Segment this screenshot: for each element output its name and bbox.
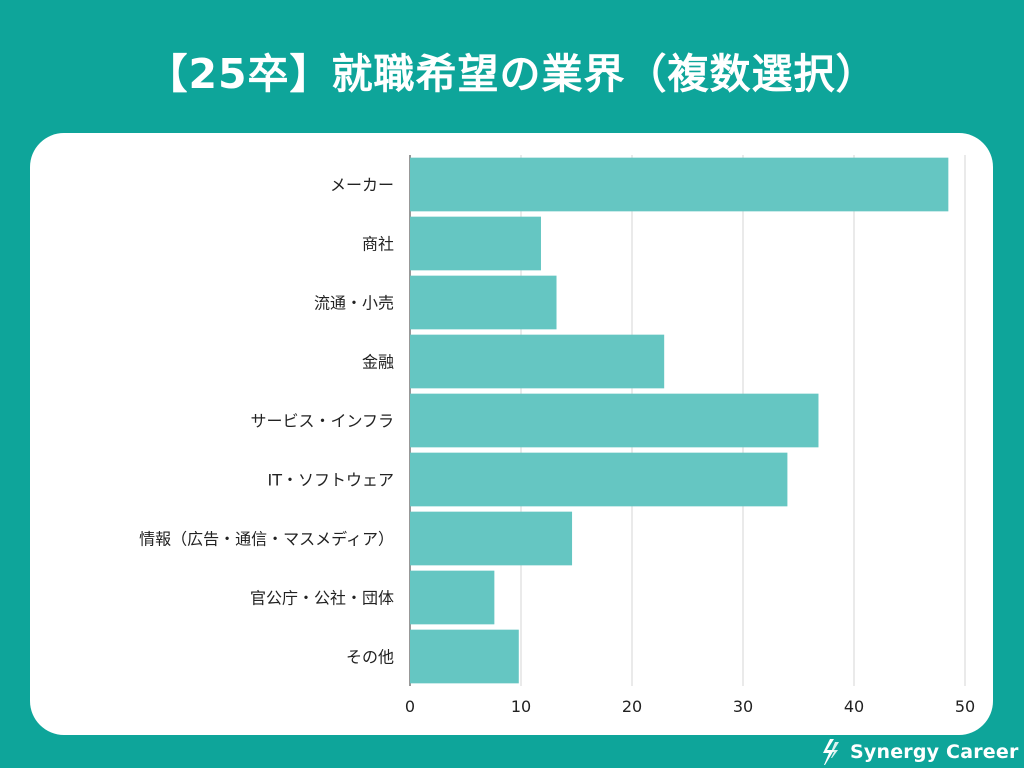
bar-3 [410,334,665,389]
category-label: その他 [346,648,394,667]
synergy-logo-icon [823,739,839,765]
x-tick-label: 30 [733,697,753,716]
category-label: メーカー [330,176,394,195]
category-label: 情報（広告・通信・マスメディア） [139,530,394,549]
chart-title: 【25卒】就職希望の業界（複数選択） [146,50,878,98]
x-tick-label: 0 [405,697,415,716]
category-label: 金融 [362,353,394,372]
x-tick-labels: 0 10 20 30 40 50 [405,697,975,716]
category-label: 官公庁・公社・団体 [250,589,394,608]
x-tick-label: 50 [955,697,975,716]
x-tick-label: 10 [511,697,531,716]
brand-name: Synergy Career [850,741,1019,763]
category-label: 流通・小売 [314,294,394,313]
bars [410,157,949,684]
bar-1 [410,216,541,271]
bar-0 [410,157,949,212]
category-label: サービス・インフラ [250,412,394,431]
category-label: 商社 [362,235,394,254]
category-label: IT・ソフトウェア [268,471,395,490]
bar-8 [410,629,519,684]
bar-2 [410,275,557,330]
x-tick-label: 20 [622,697,642,716]
bar-4 [410,393,819,448]
x-tick-label: 40 [844,697,864,716]
bar-5 [410,452,788,507]
brand-logo: Synergy Career [822,738,1019,766]
bar-7 [410,570,495,625]
bar-6 [410,511,573,566]
